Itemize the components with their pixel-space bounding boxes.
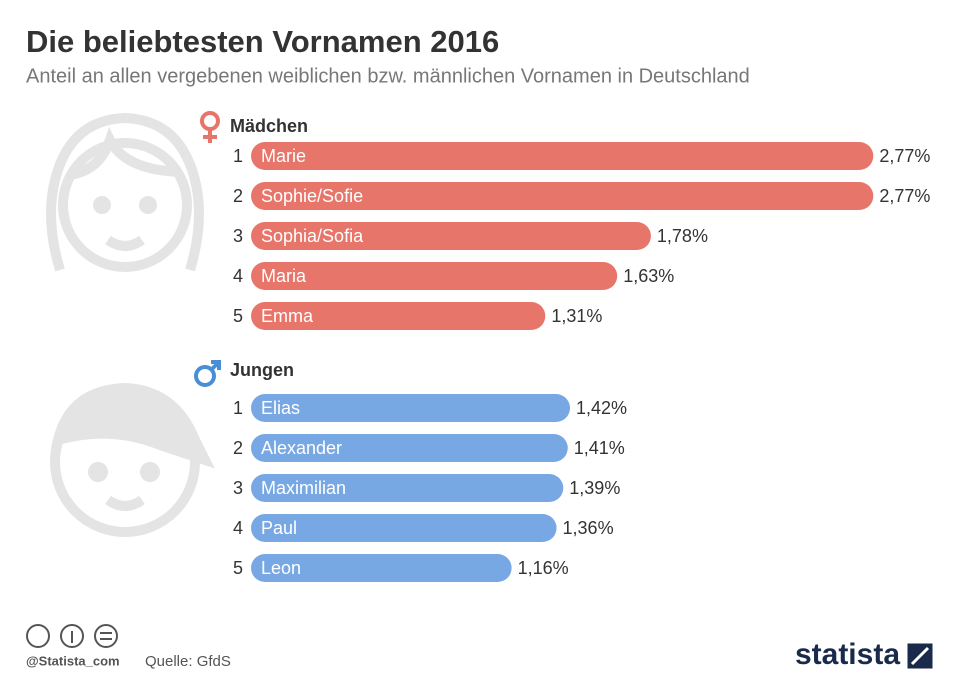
bar <box>251 302 546 330</box>
value-label: 1,42% <box>576 398 627 418</box>
female-symbol <box>200 111 220 143</box>
bar <box>251 394 571 422</box>
license-icons <box>26 624 118 648</box>
bar <box>251 474 564 502</box>
title: Die beliebtesten Vornamen 2016 <box>26 24 499 59</box>
brand-logo: statista <box>795 638 900 671</box>
rank-label: 4 <box>233 266 243 286</box>
male-symbol <box>194 360 221 387</box>
category-label: Sophie/Sofie <box>261 186 363 206</box>
rank-label: 3 <box>233 226 243 246</box>
girl-face-icon <box>46 112 204 272</box>
category-label: Marie <box>261 146 306 166</box>
bar <box>251 182 874 210</box>
value-label: 1,39% <box>569 478 620 498</box>
category-label: Sophia/Sofia <box>261 226 364 246</box>
subtitle: Anteil an allen vergebenen weiblichen bz… <box>26 65 750 87</box>
group-title: Jungen <box>230 360 294 380</box>
footer-handle: @Statista_com <box>26 653 120 668</box>
rank-label: 4 <box>233 518 243 538</box>
bar <box>251 222 651 250</box>
rank-label: 5 <box>233 558 243 578</box>
category-label: Maximilian <box>261 478 346 498</box>
value-label: 1,78% <box>657 226 708 246</box>
rank-label: 5 <box>233 306 243 326</box>
value-label: 2,77% <box>879 186 930 206</box>
rank-label: 1 <box>233 146 243 166</box>
footer-source: Quelle: GfdS <box>145 653 231 670</box>
category-label: Emma <box>261 306 314 326</box>
rank-label: 1 <box>233 398 243 418</box>
brand-logo-mark <box>904 640 936 672</box>
bar <box>251 434 568 462</box>
value-label: 1,31% <box>551 306 602 326</box>
bar <box>251 142 874 170</box>
group-title: Mädchen <box>230 116 308 136</box>
category-label: Elias <box>261 398 300 418</box>
category-label: Leon <box>261 558 301 578</box>
bar <box>251 554 512 582</box>
rank-label: 2 <box>233 186 243 206</box>
rank-label: 3 <box>233 478 243 498</box>
value-label: 1,63% <box>623 266 674 286</box>
value-label: 1,16% <box>518 558 569 578</box>
value-label: 1,41% <box>574 438 625 458</box>
value-label: 2,77% <box>879 146 930 166</box>
category-label: Alexander <box>261 438 342 458</box>
rank-label: 2 <box>233 438 243 458</box>
bar <box>251 262 618 290</box>
bar <box>251 514 557 542</box>
value-label: 1,36% <box>563 518 614 538</box>
boy-face-icon <box>50 382 215 537</box>
category-label: Maria <box>261 266 307 286</box>
category-label: Paul <box>261 518 297 538</box>
